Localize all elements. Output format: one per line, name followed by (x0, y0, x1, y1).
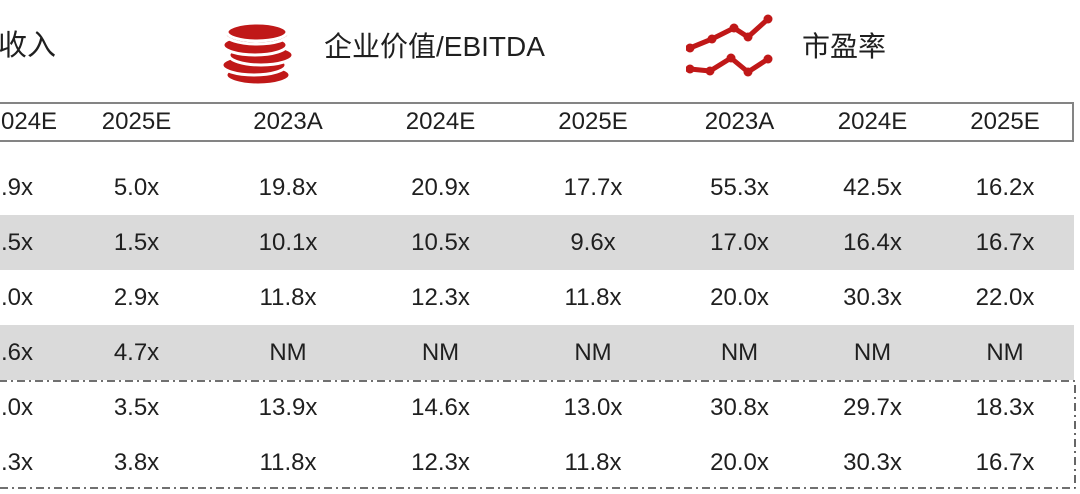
table-cell: 3.5x (113, 393, 160, 421)
table-row: .9x 5.0x 19.8x 20.9x 17.7x 55.3x 42.5x 16.2x (0, 160, 1074, 215)
table-cell: 30.8x (710, 393, 769, 421)
table-cell: 16.4x (843, 228, 902, 256)
table-cell: .5x (1, 228, 34, 256)
table-cell: NM (720, 338, 759, 366)
table-header-row: 024E 2025E 2023A 2024E 2025E 2023A 2024E 2025E (0, 102, 1074, 142)
table-cell: 19.8x (258, 173, 318, 201)
table-cell: 13.0x (563, 393, 623, 421)
table-cell: 1.5x (113, 228, 160, 256)
table-cell: 12.3x (411, 448, 470, 476)
table-cell: 11.8x (259, 448, 317, 476)
table-cell: 29.7x (843, 393, 902, 421)
coins-icon (221, 21, 295, 87)
table-cell: 9.6x (570, 228, 616, 256)
table-cell: NM (269, 338, 307, 366)
table-cell: 16.2x (975, 173, 1035, 201)
table-cell: 20.0x (710, 448, 769, 476)
table-row: .6x 4.7x NM NM NM NM NM NM (0, 325, 1074, 380)
table-cell: .0x (1, 393, 34, 421)
table-cell: 16.7x (975, 228, 1035, 256)
table-cell: NM (853, 338, 892, 366)
table-cell: 22.0x (975, 283, 1035, 311)
table-cell: 11.8x (564, 448, 622, 476)
table-cell: 5.0x (113, 173, 160, 201)
table-cell: 17.0x (710, 228, 769, 256)
table-cell: 4.7x (113, 338, 160, 366)
table-row: .0x 2.9x 11.8x 12.3x 11.8x 20.0x 30.3x 22.0x (0, 270, 1074, 325)
table-cell: 13.9x (258, 393, 318, 421)
column-header: 024E (1, 108, 58, 135)
table-cell: NM (574, 338, 612, 366)
table-body: .9x 5.0x 19.8x 20.9x 17.7x 55.3x 42.5x 16.2x .5x… (0, 160, 1074, 490)
section-pe-ratio-label: 市盈率 (802, 31, 887, 62)
table-cell: 55.3x (710, 173, 769, 201)
table-cell: 3.8x (113, 448, 160, 476)
column-header: 2025E (970, 108, 1040, 135)
table-cell: .3x (1, 448, 34, 476)
column-header: 2024E (837, 108, 908, 135)
table-cell: 10.5x (411, 228, 470, 256)
column-header: 2025E (101, 108, 172, 135)
table-cell: 14.6x (411, 393, 470, 421)
table-cell: 42.5x (843, 173, 902, 201)
table-cell: NM (421, 338, 460, 366)
table-cell: 11.8x (259, 283, 317, 311)
table-cell: NM (986, 338, 1024, 366)
table-cell: 10.1x (258, 228, 318, 256)
table-cell: 11.8x (564, 283, 622, 311)
section-ev-ebitda-label: 企业价值/EBITDA (324, 31, 545, 62)
table-cell: 30.3x (843, 283, 902, 311)
table-row: .3x 3.8x 11.8x 12.3x 11.8x 20.0x 30.3x 16.7x (0, 435, 1074, 490)
column-header: 2023A (253, 108, 323, 135)
line-chart-icon (686, 14, 773, 77)
table-cell: .9x (1, 173, 34, 201)
table-cell: 2.9x (113, 283, 160, 311)
table-cell: 18.3x (975, 393, 1035, 421)
table-row: .5x 1.5x 10.1x 10.5x 9.6x 17.0x 16.4x 16.7x (0, 215, 1074, 270)
table-row: .0x 3.5x 13.9x 14.6x 13.0x 30.8x 29.7x 18.3x (0, 380, 1074, 435)
table-cell: 30.3x (843, 448, 902, 476)
section-ev-revenue-label: /收入 (0, 30, 57, 62)
column-header: 2024E (405, 108, 476, 135)
table-cell: .6x (1, 338, 34, 366)
column-header: 2023A (704, 108, 775, 135)
table-cell: 17.7x (563, 173, 623, 201)
table-cell: .0x (1, 283, 34, 311)
table-cell: 16.7x (975, 448, 1035, 476)
table-cell: 12.3x (411, 283, 470, 311)
table-cell: 20.9x (411, 173, 470, 201)
column-header: 2025E (558, 108, 628, 135)
table-cell: 20.0x (710, 283, 769, 311)
